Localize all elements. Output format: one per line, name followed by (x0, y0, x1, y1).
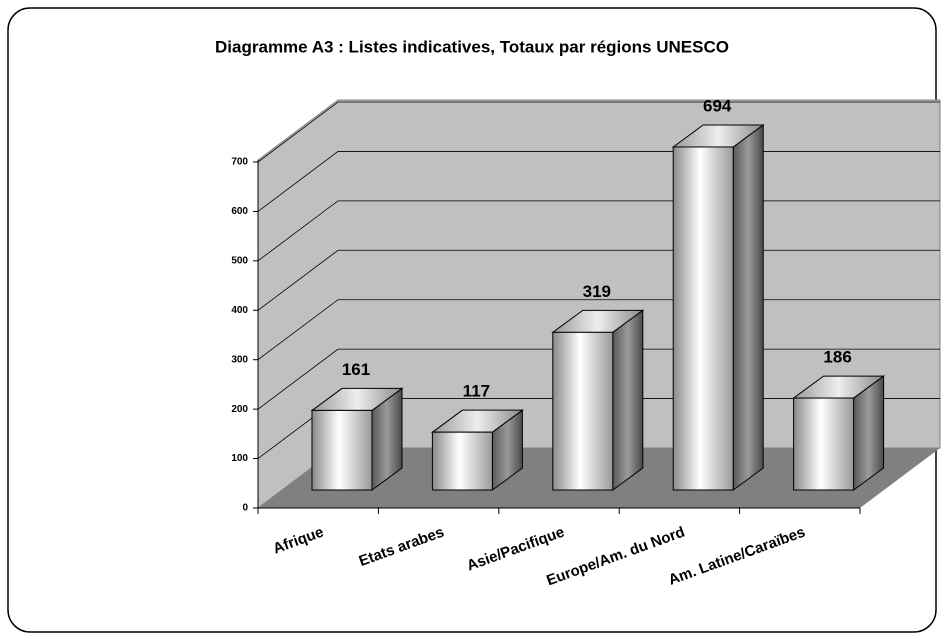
bar (793, 397, 855, 491)
y-tick-label: 500 (231, 255, 248, 266)
value-label: 186 (823, 348, 851, 367)
value-label: 117 (463, 382, 490, 401)
bar (552, 331, 614, 491)
y-tick-label: 700 (231, 157, 248, 168)
y-tick-label: 600 (231, 206, 248, 217)
bar-side (612, 309, 644, 491)
value-label: 161 (342, 360, 370, 379)
bar (431, 431, 493, 491)
chart-title: Diagramme A3 : Listes indicatives, Totau… (215, 37, 729, 56)
bar-side (732, 123, 764, 491)
bar (672, 146, 734, 491)
y-tick-label: 400 (231, 305, 248, 316)
value-label: 694 (703, 96, 732, 115)
y-tick-label: 100 (231, 453, 248, 464)
value-label: 319 (583, 282, 611, 301)
grid-line (257, 101, 940, 163)
y-tick-label: 200 (231, 404, 248, 415)
y-tick-label: 300 (231, 354, 248, 365)
y-tick-label: 0 (242, 503, 248, 514)
bar (311, 409, 373, 491)
